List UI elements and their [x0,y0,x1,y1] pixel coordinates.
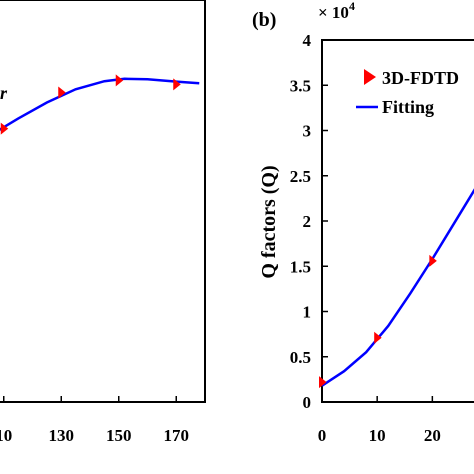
y-tick-label: 3.5 [290,76,311,95]
y-tick-label: 1 [303,303,312,322]
y-tick-label: 0.5 [290,348,311,367]
3d-fdtd-marker [319,376,327,389]
panel-a-x-tick-label: 10 [0,426,12,445]
multiplier-label: × 104 [318,0,355,22]
y-tick-label: 2 [303,212,312,231]
panel-a-x-tick-label: 130 [49,426,75,445]
panel-a-fit-line [0,77,200,131]
legend-marker-3d-fdtd [364,69,376,85]
legend: 3D-FDTD Fitting [356,68,459,117]
panel-b-label: (b) [252,9,276,31]
panel-a-data-marker [115,74,124,87]
y-tick-label: 1.5 [290,257,311,276]
x-tick-label: 20 [424,426,441,445]
panel-a-x-tick-label: 150 [106,426,132,445]
panel-a-x-tick-label: 170 [164,426,190,445]
legend-label-fitting: Fitting [382,97,434,117]
3d-fdtd-marker [374,331,382,344]
panel-a-data-marker [0,122,9,135]
legend-label-3d-fdtd: 3D-FDTD [382,68,459,88]
panel-a-data-marker [173,78,181,91]
panel-a-data-marker [58,86,66,99]
y-tick-label: 2.5 [290,167,311,186]
y-axis-label: Q factors (Q) [258,165,280,278]
panel-b: (b) × 104 Q factors (Q) 0 0.5 1 1.5 2 2.5 3 3.5… [252,0,474,445]
panel-a: 10 130 150 170 r [0,0,206,445]
y-tick-label: 4 [303,31,312,50]
3d-fdtd-marker [429,254,437,267]
fitting-line [321,188,474,387]
y-tick-label: 0 [303,393,312,412]
panel-a-axes-box [0,0,206,403]
y-tick-label: 3 [303,122,312,141]
x-tick-label: 0 [318,426,327,445]
x-tick-label: 10 [369,426,386,445]
panel-a-legend-fragment: r [0,83,8,103]
panel-b-axes-box [321,39,474,403]
